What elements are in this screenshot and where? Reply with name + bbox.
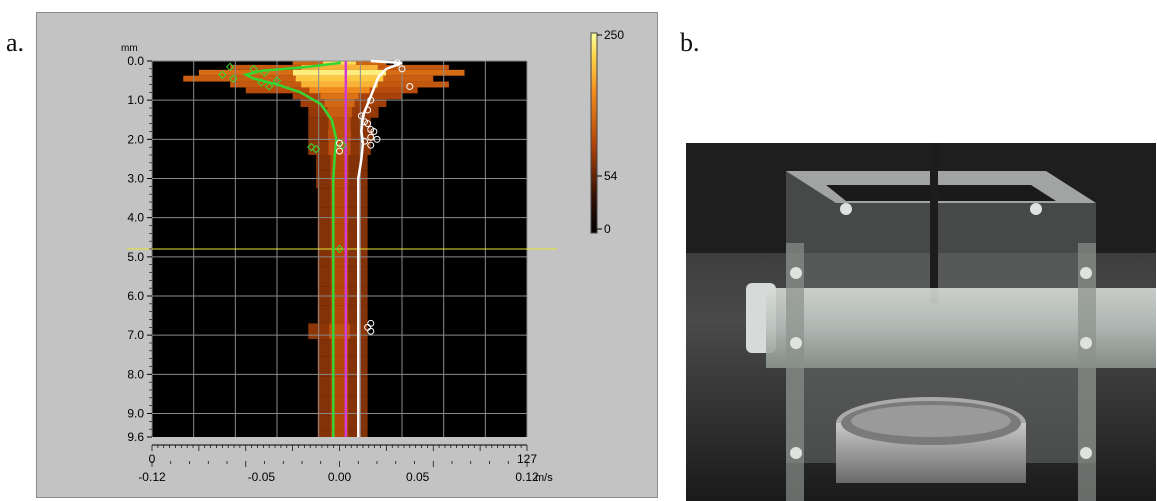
green-marker [335, 244, 344, 254]
heat-core [328, 129, 351, 142]
green-marker [311, 144, 321, 154]
white-marker [370, 128, 378, 135]
heat-core [327, 107, 352, 118]
x-axis: 0 127 -0.12 -0.05 0.00 0.05 0.12m/s [138, 444, 553, 484]
white-marker [367, 327, 375, 335]
y-tick-label: 0.0 [127, 54, 144, 68]
heat-core [324, 99, 355, 108]
x-bottom-label: -0.12 [138, 470, 166, 484]
series-layer [242, 59, 403, 437]
heat-core [330, 395, 349, 416]
y-tick-label: 8.0 [127, 367, 144, 381]
profile-line [357, 59, 403, 437]
heat-core [330, 356, 349, 377]
green-marker [229, 74, 238, 83]
x-bottom-label: 0.12 [515, 470, 539, 484]
y-tick-label: 9.6 [127, 430, 144, 444]
y-unit-label: mm [121, 43, 138, 54]
white-marker [336, 147, 343, 155]
velocity-profile-chart: mm 0.0 1.0 2.0 3.0 4.0 5.0 6.0 7.0 8.0 9.0 9.6 0 12… [36, 12, 658, 498]
green-marker [225, 62, 235, 72]
green-marker [272, 76, 282, 85]
white-marker [364, 106, 372, 114]
y-tick-label: 6.0 [127, 289, 144, 303]
green-marker [249, 64, 258, 74]
colorbar [590, 32, 598, 234]
colorbar-ticks: 250 54 0 [597, 28, 624, 236]
heat-core [330, 227, 349, 248]
panel-label-b: b. [680, 28, 700, 57]
panel-label-a: a. [6, 28, 25, 57]
white-marker [406, 82, 414, 90]
green-marker [338, 140, 347, 150]
white-marker [373, 135, 381, 143]
heat-core [301, 64, 378, 70]
y-tick-label: 3.0 [127, 172, 144, 186]
heat-core [330, 339, 349, 357]
heat-core [320, 93, 359, 100]
colorbar-label: 54 [604, 169, 618, 183]
heat-core [330, 266, 349, 287]
heat-core [330, 415, 349, 431]
y-tick-label: 1.0 [127, 93, 144, 107]
x-bottom-label: 0.05 [406, 470, 430, 484]
green-marker [264, 82, 274, 91]
heat-core [328, 117, 351, 130]
heat-core [295, 75, 384, 82]
y-axis: 0.0 1.0 2.0 3.0 4.0 5.0 6.0 7.0 8.0 9.0 9.6 [127, 54, 152, 444]
heat-core [330, 376, 349, 396]
x-top-label: 0 [149, 452, 156, 466]
white-marker [364, 120, 372, 128]
green-marker [218, 70, 227, 79]
x-bottom-label: -0.05 [248, 470, 276, 484]
heat-core [330, 170, 349, 189]
x-top-label: 127 [517, 452, 537, 466]
white-marker [393, 59, 401, 67]
x-unit-label: m/s [535, 472, 553, 484]
white-marker [361, 137, 368, 145]
white-marker [367, 96, 375, 104]
white-marker [336, 139, 343, 147]
marker-layer [218, 59, 414, 335]
white-marker [367, 133, 375, 141]
x-bottom-label: 0.00 [328, 470, 352, 484]
white-marker [398, 65, 406, 73]
heat-core [293, 69, 386, 76]
white-marker [357, 112, 365, 120]
heat-core [309, 87, 370, 94]
y-tick-label: 2.0 [127, 132, 144, 146]
colorbar-label: 250 [604, 28, 624, 42]
apparatus-photo [686, 143, 1156, 501]
colorbar-label: 0 [604, 222, 611, 236]
y-tick-label: 4.0 [127, 211, 144, 225]
green-marker [260, 68, 269, 77]
heat-core [330, 305, 349, 324]
y-tick-label: 7.0 [127, 328, 144, 342]
heat-core [330, 430, 349, 437]
y-tick-label: 5.0 [127, 250, 144, 264]
heat-core [301, 81, 378, 88]
y-tick-label: 9.0 [127, 407, 144, 421]
green-marker [257, 78, 266, 87]
profile-line [242, 61, 341, 437]
white-marker [367, 141, 375, 149]
chart-svg: mm 0.0 1.0 2.0 3.0 4.0 5.0 6.0 7.0 8.0 9.0 9.6 0 12… [121, 28, 624, 484]
heat-core [330, 188, 349, 208]
